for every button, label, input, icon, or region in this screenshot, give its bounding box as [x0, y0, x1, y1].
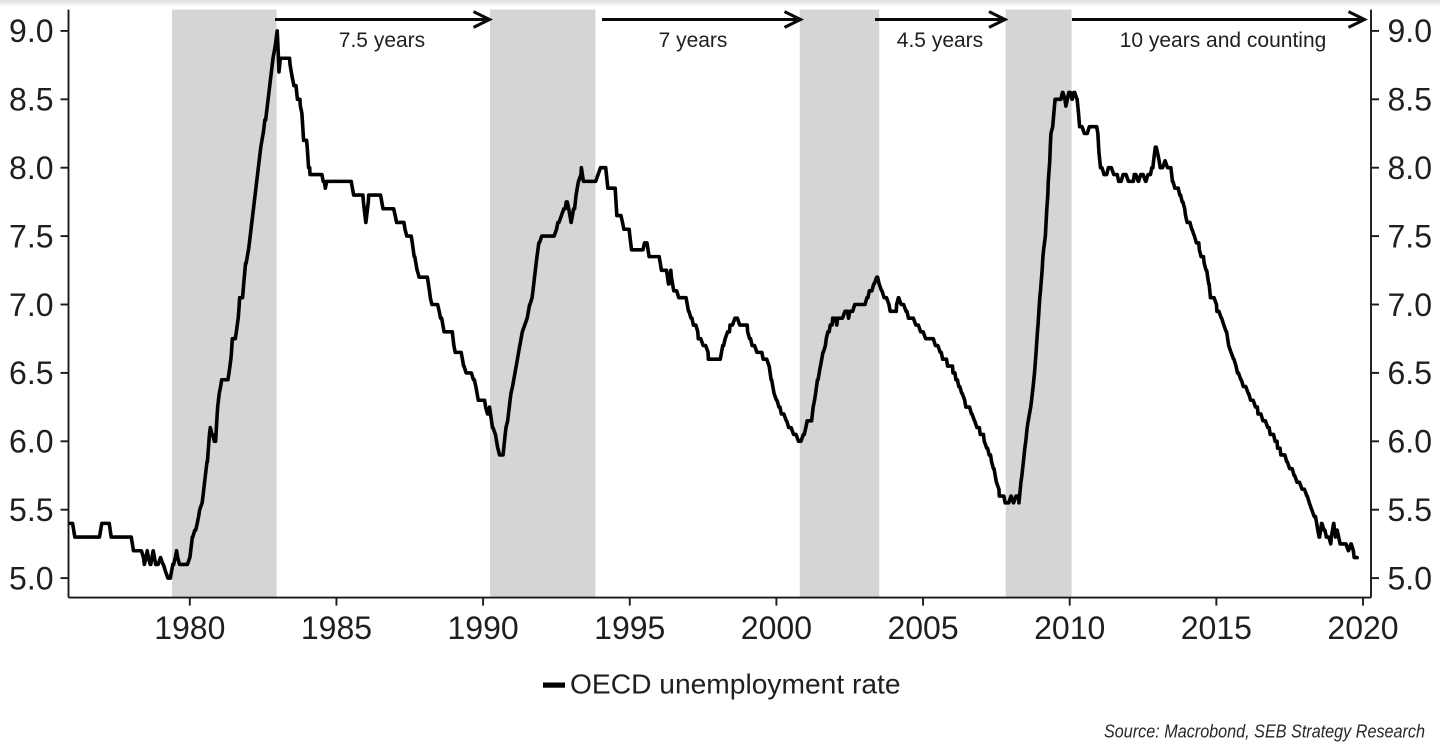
- svg-text:8.5: 8.5: [9, 82, 53, 118]
- svg-text:1980: 1980: [154, 610, 225, 646]
- svg-text:5.0: 5.0: [1388, 560, 1432, 596]
- svg-text:6.0: 6.0: [9, 424, 53, 460]
- svg-text:7 years: 7 years: [659, 29, 728, 52]
- svg-text:7.5: 7.5: [9, 218, 53, 254]
- svg-text:5.0: 5.0: [9, 560, 53, 596]
- svg-text:4.5 years: 4.5 years: [897, 29, 983, 52]
- svg-text:10 years and counting: 10 years and counting: [1120, 29, 1327, 52]
- svg-text:6.5: 6.5: [9, 355, 53, 391]
- svg-text:5.5: 5.5: [1388, 492, 1432, 528]
- svg-text:7.0: 7.0: [9, 287, 53, 323]
- svg-text:Source: Macrobond, SEB Strateg: Source: Macrobond, SEB Strategy Research: [1104, 721, 1425, 742]
- svg-text:7.5 years: 7.5 years: [339, 29, 425, 52]
- svg-text:5.5: 5.5: [9, 492, 53, 528]
- svg-text:1990: 1990: [448, 610, 519, 646]
- svg-text:6.5: 6.5: [1388, 355, 1432, 391]
- svg-text:2015: 2015: [1181, 610, 1252, 646]
- svg-text:1985: 1985: [301, 610, 372, 646]
- svg-text:OECD unemployment rate: OECD unemployment rate: [570, 668, 901, 700]
- svg-text:7.0: 7.0: [1388, 287, 1432, 323]
- svg-text:9.0: 9.0: [1388, 13, 1432, 49]
- svg-text:2010: 2010: [1034, 610, 1105, 646]
- svg-text:8.0: 8.0: [9, 150, 53, 186]
- svg-text:2005: 2005: [887, 610, 958, 646]
- svg-text:8.5: 8.5: [1388, 82, 1432, 118]
- svg-text:2020: 2020: [1327, 610, 1398, 646]
- svg-text:9.0: 9.0: [9, 13, 53, 49]
- svg-text:7.5: 7.5: [1388, 218, 1432, 254]
- svg-text:1995: 1995: [594, 610, 665, 646]
- svg-text:2000: 2000: [741, 610, 812, 646]
- svg-text:8.0: 8.0: [1388, 150, 1432, 186]
- svg-text:6.0: 6.0: [1388, 424, 1432, 460]
